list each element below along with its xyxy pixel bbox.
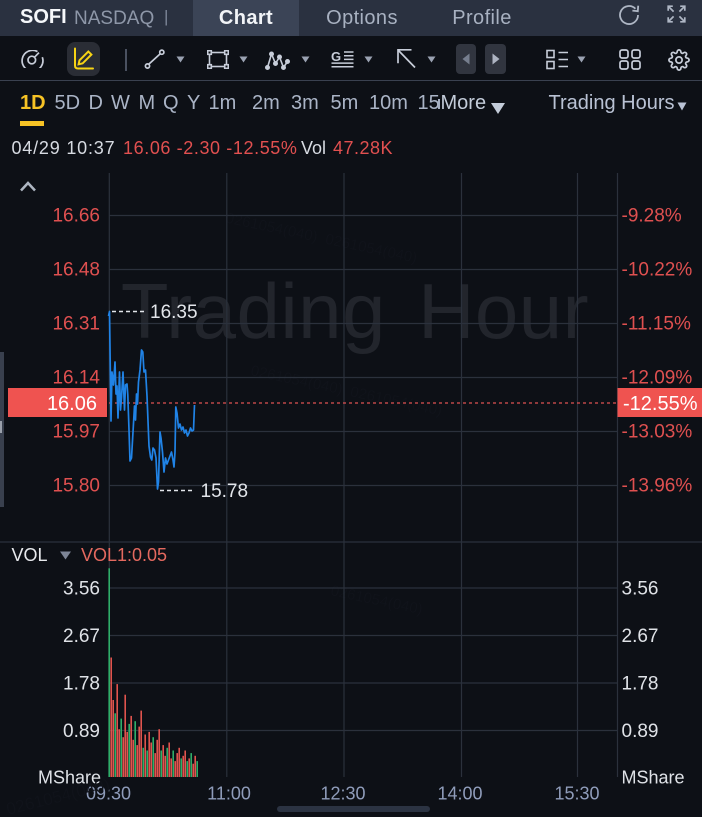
svg-text:16.48: 16.48 (52, 260, 100, 281)
svg-text:16.35: 16.35 (150, 302, 198, 323)
svg-text:Trading Hour: Trading Hour (121, 267, 589, 355)
svg-text:0261054(040) 0261054(040): 0261054(040) 0261054(040) (249, 362, 443, 419)
svg-text:-10.22%: -10.22% (622, 260, 693, 281)
svg-text:16.66: 16.66 (52, 206, 100, 227)
svg-text:1.78: 1.78 (63, 674, 100, 695)
svg-text:15:30: 15:30 (554, 784, 599, 804)
svg-text:VOL1:0.05: VOL1:0.05 (81, 545, 167, 565)
svg-text:15.78: 15.78 (201, 481, 249, 502)
svg-text:3.56: 3.56 (63, 579, 100, 600)
svg-text:G: G (331, 50, 341, 64)
svg-text:MShare: MShare (622, 768, 685, 788)
svg-text:14:00: 14:00 (437, 784, 482, 804)
svg-text:2.67: 2.67 (63, 626, 100, 647)
svg-text:12:30: 12:30 (320, 784, 365, 804)
svg-text:-11.15%: -11.15% (622, 314, 691, 335)
svg-text:2.67: 2.67 (622, 626, 659, 647)
svg-text:-13.03%: -13.03% (622, 422, 693, 443)
svg-text:0.89: 0.89 (63, 721, 100, 742)
svg-text:15.80: 15.80 (52, 476, 100, 497)
svg-text:09:30: 09:30 (86, 784, 131, 804)
svg-text:15.97: 15.97 (52, 422, 100, 443)
svg-text:-12.55%: -12.55% (623, 393, 698, 415)
svg-text:16.14: 16.14 (52, 368, 100, 389)
svg-text:-12.09%: -12.09% (622, 368, 693, 389)
svg-text:0.89: 0.89 (622, 721, 659, 742)
svg-text:1.78: 1.78 (622, 674, 659, 695)
svg-text:VOL: VOL (12, 545, 48, 565)
svg-text:16.31: 16.31 (52, 314, 100, 335)
svg-text:-13.96%: -13.96% (622, 476, 693, 497)
svg-text:-9.28%: -9.28% (622, 206, 682, 227)
svg-text:11:00: 11:00 (207, 784, 251, 804)
svg-text:0261054(040) 0261054(040): 0261054(040) 0261054(040) (224, 210, 418, 267)
svg-text:3.56: 3.56 (622, 579, 659, 600)
svg-text:16.06: 16.06 (47, 393, 97, 415)
svg-text:MShare: MShare (38, 768, 101, 788)
